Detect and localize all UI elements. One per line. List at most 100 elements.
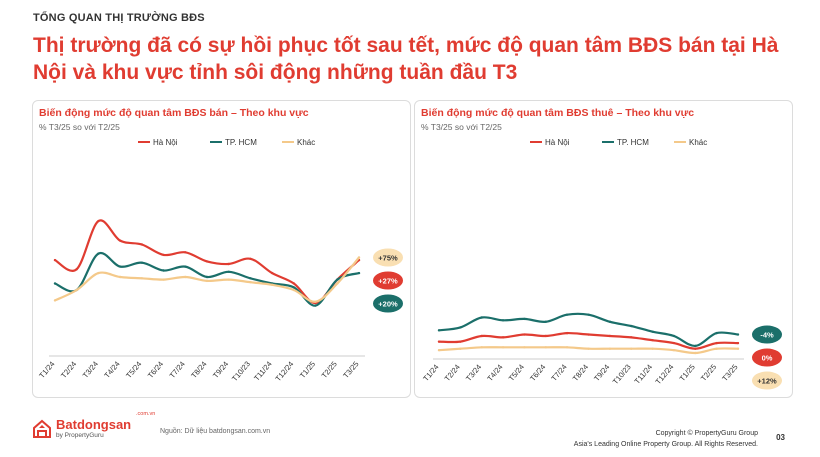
- x-tick-label: T8/24: [189, 360, 208, 380]
- data-point: [544, 334, 547, 338]
- data-point: [227, 278, 230, 281]
- x-tick-label: T3/24: [464, 362, 483, 382]
- data-point: [205, 260, 209, 263]
- data-point: [270, 283, 274, 286]
- data-point: [544, 320, 547, 323]
- data-point: [205, 275, 209, 279]
- data-point: [75, 288, 78, 292]
- copyright: Copyright © PropertyGuru Group Asia's Le…: [574, 428, 758, 450]
- data-point: [672, 334, 676, 338]
- data-point: [184, 251, 187, 254]
- chart-panel-sale: Biến động mức độ quan tâm BĐS bán – Theo…: [32, 100, 411, 398]
- data-point: [651, 347, 654, 350]
- data-point: [565, 313, 569, 316]
- data-point: [249, 257, 252, 260]
- data-point: [357, 271, 361, 275]
- data-point: [118, 239, 122, 242]
- data-point: [357, 256, 361, 259]
- data-point: [672, 348, 676, 352]
- data-point: [162, 278, 165, 281]
- data-point: [630, 336, 633, 339]
- data-point: [140, 261, 144, 264]
- x-tick-label: T10/23: [230, 359, 252, 383]
- data-point: [608, 320, 612, 323]
- legend-label: Khác: [297, 138, 315, 147]
- data-point: [140, 243, 144, 246]
- change-badge-label: +12%: [757, 377, 777, 386]
- data-point: [336, 278, 339, 281]
- rent-line-chart: Hà Nội TP. HCM Khác T1/24 T2/24 T3/24 T4/24 T5/…: [421, 138, 782, 390]
- legend-label: TP. HCM: [225, 138, 257, 147]
- data-point: [608, 347, 612, 350]
- data-point: [162, 253, 165, 257]
- change-badge: [752, 348, 782, 367]
- legend-label: Hà Nội: [153, 138, 178, 147]
- data-point: [97, 219, 100, 223]
- x-tick-label: T11/24: [252, 359, 274, 382]
- data-point: [270, 271, 274, 275]
- legend-label: Hà Nội: [545, 138, 570, 147]
- x-tick-label: T3/25: [341, 360, 360, 380]
- data-point: [480, 316, 483, 319]
- change-badge-label: -4%: [760, 331, 774, 340]
- data-point: [437, 329, 441, 332]
- x-tick-label: T3/24: [81, 359, 100, 379]
- data-point: [97, 252, 100, 255]
- data-point: [205, 279, 209, 283]
- data-point: [437, 340, 441, 343]
- change-badge: [752, 325, 782, 344]
- chart-panel-rent: Biến động mức độ quan tâm BĐS thuê – The…: [414, 100, 793, 398]
- data-point: [565, 346, 569, 349]
- data-point: [162, 269, 165, 272]
- x-tick-label: T1/25: [298, 360, 317, 380]
- x-tick-label: T2/25: [699, 362, 718, 382]
- data-point: [292, 286, 296, 289]
- data-point: [227, 262, 230, 266]
- data-point: [184, 265, 187, 268]
- batdongsan-logo[interactable]: Batdongsan by PropertyGuru .com.vn: [32, 411, 155, 440]
- x-tick-label: T2/24: [443, 363, 462, 383]
- slide-headline: Thị trường đã có sự hồi phục tốt sau tết…: [33, 34, 779, 84]
- change-badge: [752, 371, 782, 390]
- data-point: [118, 275, 122, 279]
- x-tick-label: T5/24: [507, 362, 526, 382]
- data-point: [459, 347, 462, 350]
- data-point: [630, 347, 633, 350]
- data-point: [184, 275, 187, 279]
- copyright-line-2: Asia's Leading Online Property Group. Al…: [573, 441, 758, 448]
- legend-label: Khác: [689, 138, 707, 147]
- x-tick-label: T4/24: [485, 363, 504, 383]
- change-badge-label: +20%: [378, 300, 398, 309]
- change-badge-label: +27%: [378, 277, 398, 286]
- change-badge: [373, 294, 403, 313]
- series-line-Khác: [53, 256, 361, 303]
- data-point: [314, 300, 317, 303]
- x-tick-label: T10/23: [611, 362, 633, 386]
- data-point: [480, 346, 483, 349]
- data-point: [249, 281, 252, 284]
- x-tick-label: T8/24: [571, 363, 590, 383]
- data-point: [736, 333, 740, 336]
- data-point: [97, 271, 100, 275]
- slide-kicker: TỔNG QUAN THỊ TRƯỜNG BĐS: [33, 12, 205, 24]
- x-tick-label: T4/24: [102, 359, 121, 379]
- data-point: [587, 313, 590, 316]
- x-tick-label: T1/24: [421, 363, 440, 383]
- data-point: [587, 347, 590, 350]
- x-tick-label: T6/24: [528, 363, 547, 383]
- x-tick-label: T5/24: [124, 360, 143, 380]
- data-point: [336, 282, 339, 285]
- page-number: 03: [776, 433, 785, 442]
- data-point: [523, 346, 526, 349]
- change-badge: [373, 248, 403, 267]
- x-tick-label: T9/24: [592, 363, 611, 383]
- chart-subtitle: % T3/25 so với T2/25: [39, 122, 120, 132]
- x-tick-label: T11/24: [633, 363, 655, 386]
- data-point: [694, 351, 697, 355]
- x-tick-label: T2/24: [59, 359, 78, 379]
- data-point: [544, 346, 547, 349]
- data-point: [437, 348, 441, 352]
- sale-line-chart: Hà Nội TP. HCM Khác T1/24 T2/24 T3/24 T4/24 T5/…: [37, 138, 403, 383]
- data-point: [672, 341, 676, 345]
- x-tick-label: T7/24: [549, 362, 568, 382]
